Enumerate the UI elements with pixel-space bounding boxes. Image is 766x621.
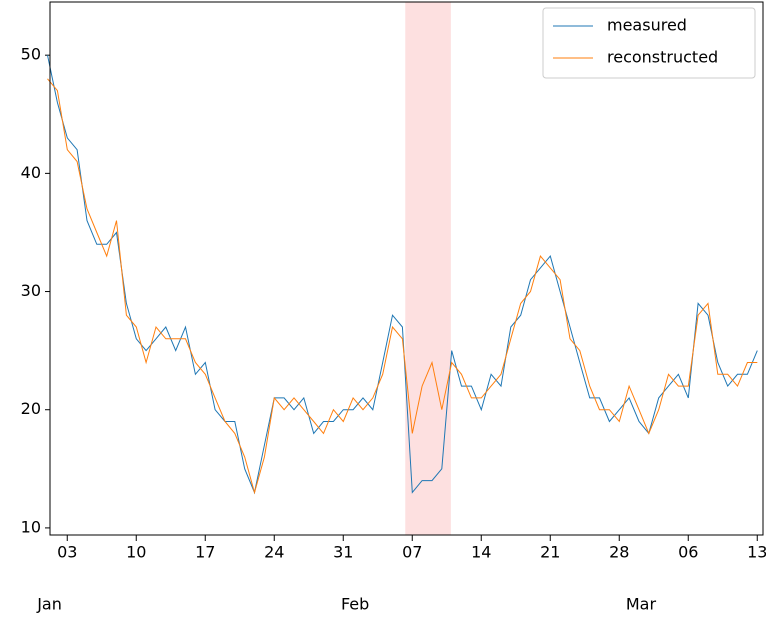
line-measured [47,55,758,495]
month-label: Feb [341,595,369,614]
highlight-band [405,2,451,535]
y-tick-label: 30 [21,281,41,300]
x-tick-label: 31 [333,543,353,562]
x-tick-label: 21 [540,543,560,562]
x-tick-label: 14 [471,543,491,562]
y-tick-label: 20 [21,399,41,418]
legend-label: reconstructed [607,48,718,67]
x-tick-label: 24 [264,543,284,562]
line-reconstructed [47,78,758,495]
x-tick-label: 13 [747,543,766,562]
y-tick-label: 40 [21,163,41,182]
y-tick-label: 10 [21,517,41,536]
x-tick-label: 28 [609,543,629,562]
month-label: Mar [626,595,657,614]
legend-label: measured [607,16,687,35]
x-tick-label: 06 [678,543,698,562]
x-tick-label: 03 [57,543,77,562]
month-label: Jan [36,595,62,614]
legend-box [542,7,756,79]
legend: measured reconstructed [542,7,756,79]
y-tick-label: 50 [21,45,41,64]
plot-frame [49,1,764,536]
x-tick-label: 17 [195,543,215,562]
x-tick-label: 07 [402,543,422,562]
x-tick-label: 10 [126,543,146,562]
